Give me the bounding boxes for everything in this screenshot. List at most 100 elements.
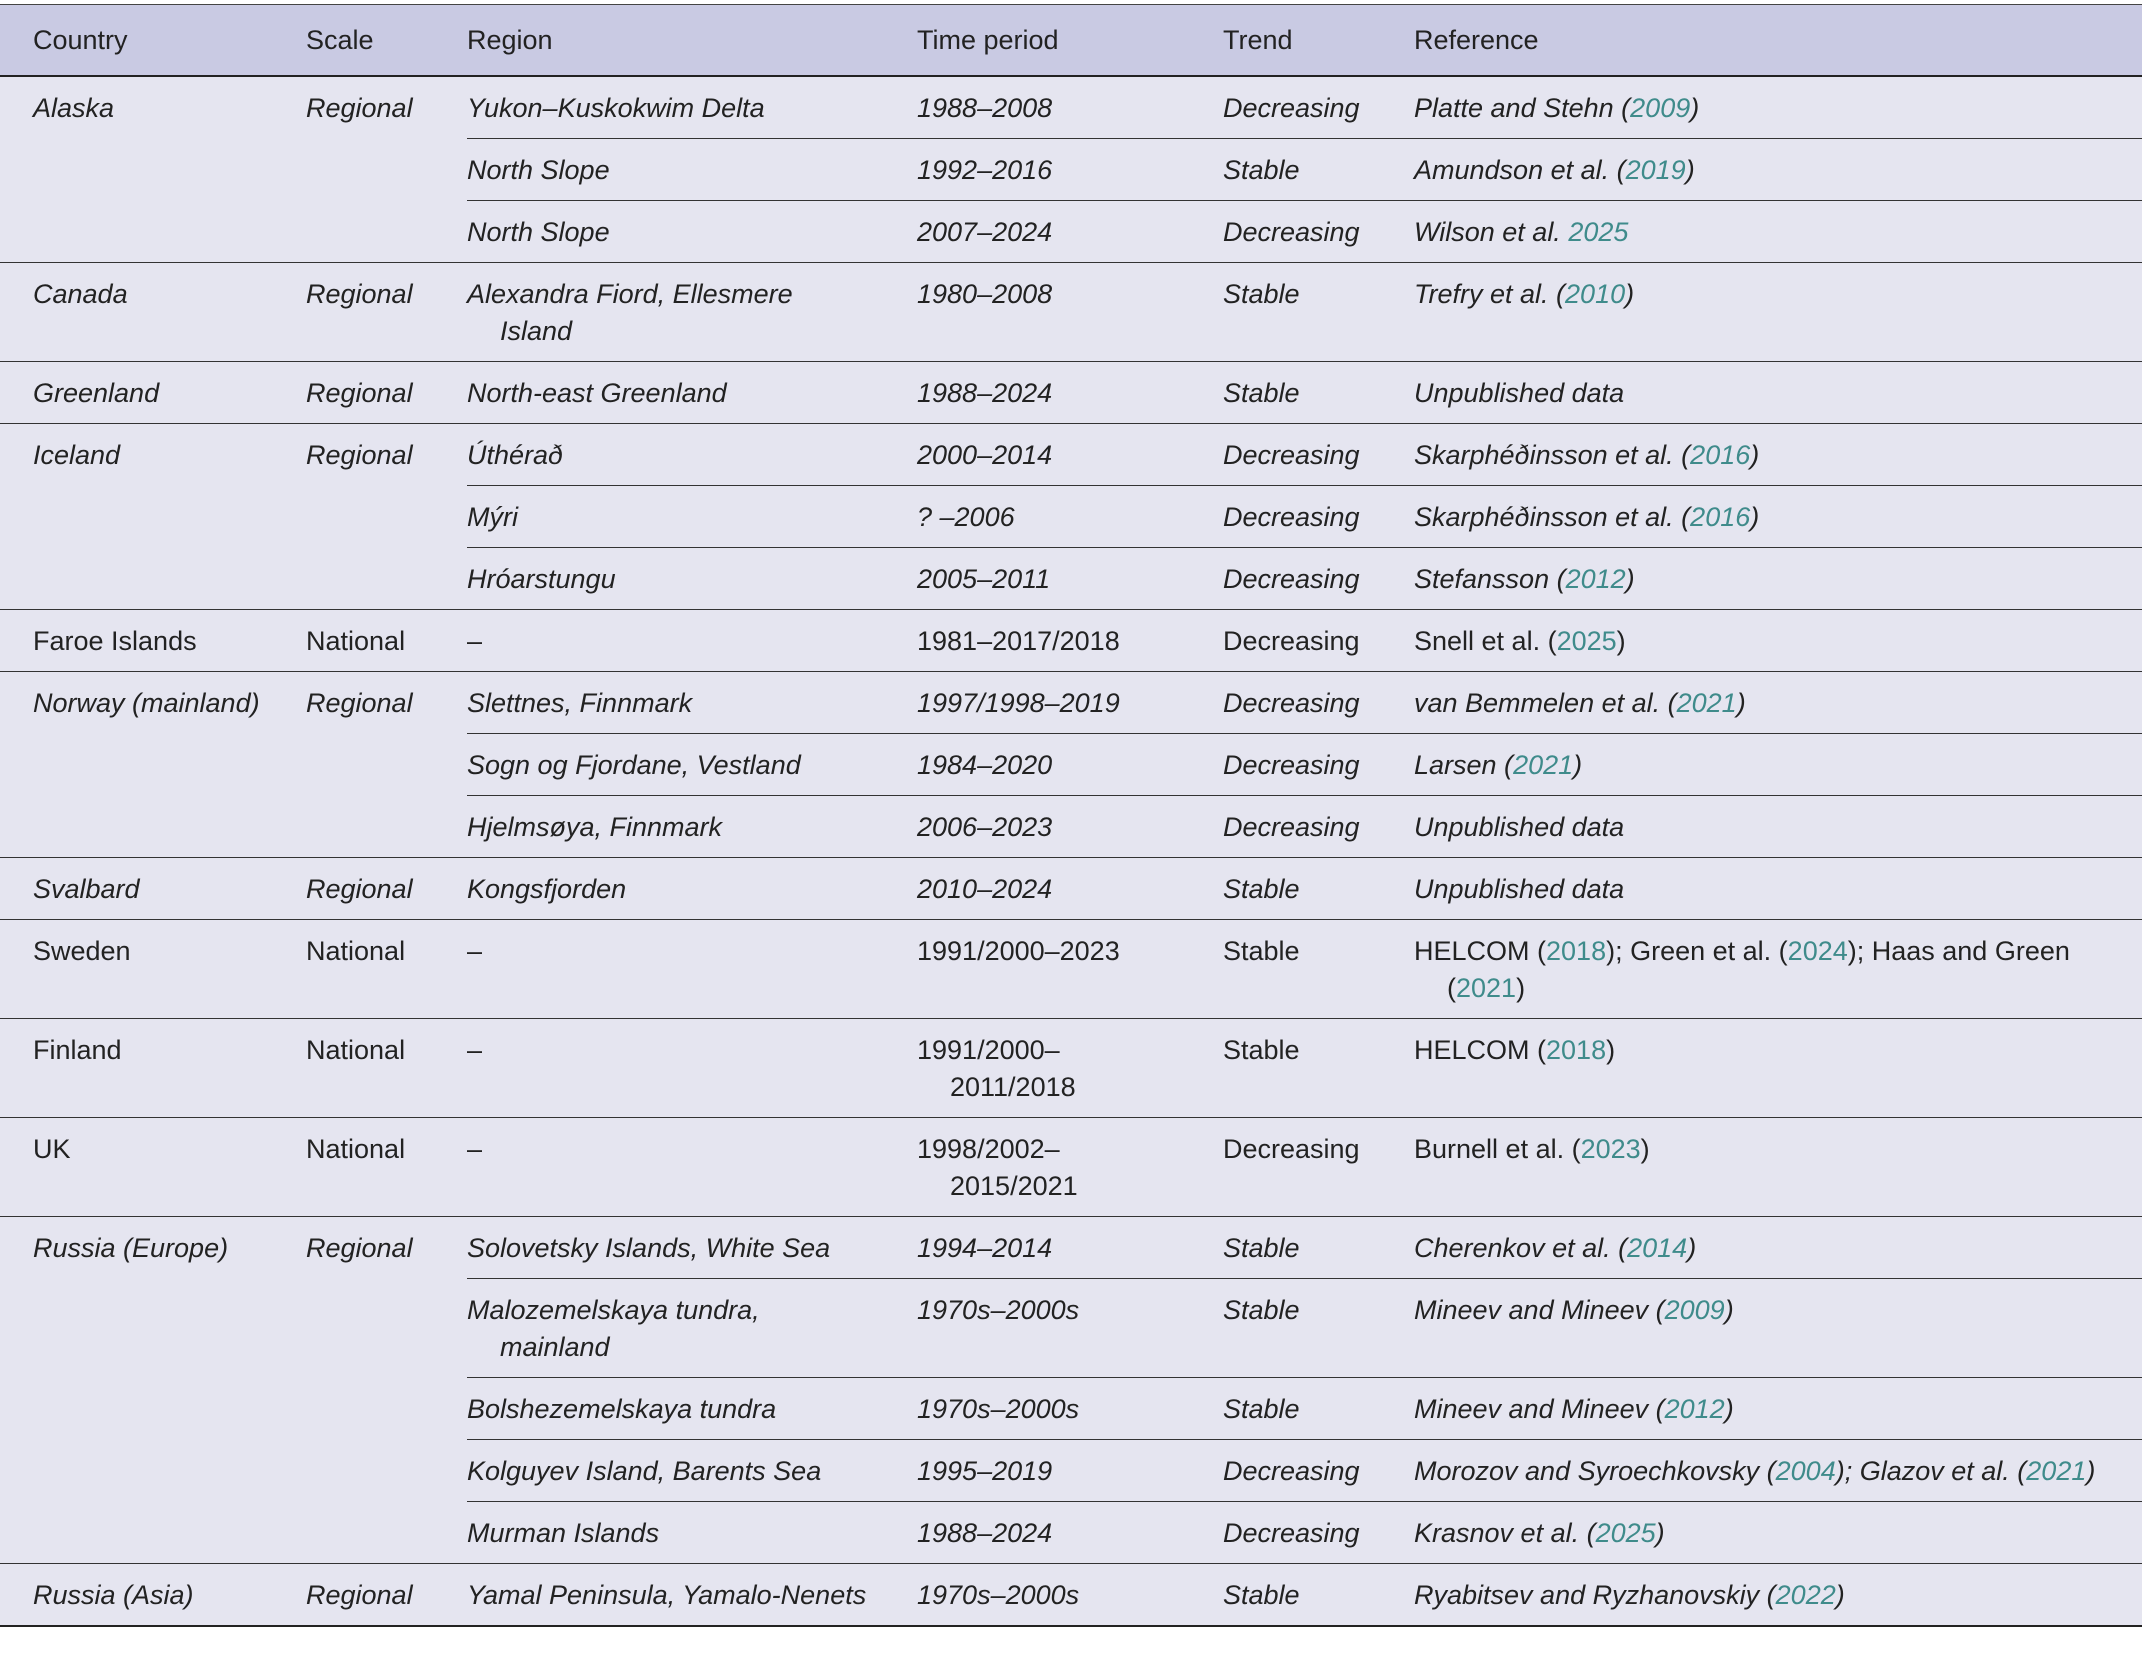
reference-year[interactable]: 2021 (1676, 688, 1737, 718)
cell-text: Sweden (33, 933, 266, 970)
cell-text: Solovetsky Islands, White Sea (467, 1230, 870, 1267)
cell-text: – (467, 933, 870, 970)
reference-text: ) (1687, 1233, 1697, 1263)
cell-text: Decreasing (1223, 437, 1414, 474)
region: Bolshezemelskaya tundra (467, 1394, 777, 1424)
cell-text: ? –2006 (917, 499, 1165, 536)
trend: Decreasing (1223, 93, 1360, 123)
period-cell: 1970s–2000s (917, 1278, 1223, 1378)
reference-year[interactable]: 2022 (1775, 1580, 1836, 1610)
reference-year[interactable]: 2016 (1690, 440, 1751, 470)
cell-text: Úthérað (467, 437, 870, 474)
period: 1988–2008 (917, 93, 1053, 123)
reference-year[interactable]: 2025 (1595, 1518, 1656, 1548)
cell-text: Stable (1223, 1292, 1414, 1329)
reference-cell: Unpublished data (1414, 795, 2142, 858)
column-header: Region (467, 4, 917, 77)
cell-text: Kolguyev Island, Barents Sea (467, 1453, 870, 1490)
reference-year[interactable]: 2021 (1456, 973, 1517, 1003)
scale-cell: National (306, 1018, 467, 1118)
header-text: Reference (1414, 24, 1539, 55)
cell-text: Yamal Peninsula, Yamalo-Nenets (467, 1577, 870, 1614)
cell-text: Stable (1223, 871, 1414, 908)
cell-text: 1995–2019 (917, 1453, 1165, 1490)
table-row: Malozemelskaya tundra, mainland 1970s–200… (0, 1278, 2142, 1378)
cell-text: Decreasing (1223, 623, 1414, 660)
region-cell: Murman Islands (467, 1501, 917, 1564)
cell-text: National (306, 1032, 467, 1069)
country-cell: Iceland (0, 423, 306, 610)
scale: Regional (306, 1233, 413, 1263)
reference-cell: Mineev and Mineev (2009) (1414, 1278, 2142, 1378)
region-cell: Sogn og Fjordane, Vestland (467, 733, 917, 796)
reference-year[interactable]: 2009 (1664, 1295, 1725, 1325)
trend: Decreasing (1223, 1134, 1360, 1164)
reference-text: Mineev and Mineev ( (1414, 1394, 1665, 1424)
header-text: Country (33, 24, 128, 55)
cell-text: Decreasing (1223, 499, 1414, 536)
cell-text: National (306, 1131, 467, 1168)
reference-year[interactable]: 2018 (1546, 936, 1607, 966)
scale-cell: Regional (306, 671, 467, 858)
period: 1994–2014 (917, 1233, 1053, 1263)
period-cell: 1997/1998–2019 (917, 671, 1223, 734)
region: Malozemelskaya tundra, mainland (467, 1295, 760, 1362)
trend-cell: Stable (1223, 361, 1414, 424)
cell-text: Murman Islands (467, 1515, 870, 1552)
trend-cell: Decreasing (1223, 1501, 1414, 1564)
table-row: UK National – 1998/2002–2015/2021 Decreasing… (0, 1117, 2142, 1217)
reference-year[interactable]: 2024 (1787, 936, 1848, 966)
reference-text: Unpublished data (1414, 378, 1625, 408)
region: Sogn og Fjordane, Vestland (467, 750, 801, 780)
reference-year[interactable]: 2023 (1580, 1134, 1641, 1164)
reference-year[interactable]: 2010 (1565, 279, 1626, 309)
region: Hróarstungu (467, 564, 616, 594)
reference-year[interactable]: 2021 (1513, 750, 1574, 780)
cell-text: Regional (306, 871, 467, 908)
reference-year[interactable]: 2014 (1627, 1233, 1688, 1263)
trend: Decreasing (1223, 502, 1360, 532)
cell-text: Stable (1223, 152, 1414, 189)
reference-year[interactable]: 2012 (1664, 1394, 1725, 1424)
reference-cell: van Bemmelen et al. (2021) (1414, 671, 2142, 734)
cell-text: 1988–2024 (917, 1515, 1165, 1552)
scale-cell: Regional (306, 262, 467, 362)
reference-year[interactable]: 2025 (1556, 626, 1617, 656)
cell-text: van Bemmelen et al. (2021) (1414, 685, 2142, 722)
cell-text: Wilson et al. 2025 (1414, 214, 2142, 251)
reference-year[interactable]: 2025 (1568, 217, 1629, 247)
cell-text: Alexandra Fiord, Ellesmere Island (467, 276, 870, 350)
cell-text: Regional (306, 437, 467, 474)
reference-cell: Cherenkov et al. (2014) (1414, 1216, 2142, 1279)
region-cell: Alexandra Fiord, Ellesmere Island (467, 262, 917, 362)
period-cell: 1991/2000–2011/2018 (917, 1018, 1223, 1118)
cell-text: Regional (306, 1577, 467, 1614)
reference-year[interactable]: 2021 (2026, 1456, 2087, 1486)
cell-text: Malozemelskaya tundra, mainland (467, 1292, 870, 1366)
cell-text: Decreasing (1223, 809, 1414, 846)
cell-text: Decreasing (1223, 214, 1414, 251)
trend-cell: Decreasing (1223, 733, 1414, 796)
trend: Stable (1223, 1233, 1300, 1263)
reference-year[interactable]: 2012 (1565, 564, 1626, 594)
region-cell: – (467, 609, 917, 672)
reference-text: Morozov and Syroechkovsky ( (1414, 1456, 1776, 1486)
country-cell: Svalbard (0, 857, 306, 920)
reference-year[interactable]: 2018 (1546, 1035, 1607, 1065)
trend-cell: Stable (1223, 1377, 1414, 1440)
region-cell: Mýri (467, 485, 917, 548)
region-cell: – (467, 919, 917, 1019)
reference-year[interactable]: 2004 (1775, 1456, 1836, 1486)
reference-text: Platte and Stehn ( (1414, 93, 1631, 123)
reference-cell: Unpublished data (1414, 361, 2142, 424)
scale: Regional (306, 378, 413, 408)
cell-text: Decreasing (1223, 90, 1414, 127)
reference-year[interactable]: 2009 (1630, 93, 1691, 123)
period: 2000–2014 (917, 440, 1053, 470)
period-cell: 1980–2008 (917, 262, 1223, 362)
reference-text: ) (1516, 973, 1526, 1003)
reference-year[interactable]: 2019 (1625, 155, 1686, 185)
reference-year[interactable]: 2016 (1690, 502, 1751, 532)
scale-cell: National (306, 1117, 467, 1217)
region-cell: Yamal Peninsula, Yamalo-Nenets (467, 1563, 917, 1627)
